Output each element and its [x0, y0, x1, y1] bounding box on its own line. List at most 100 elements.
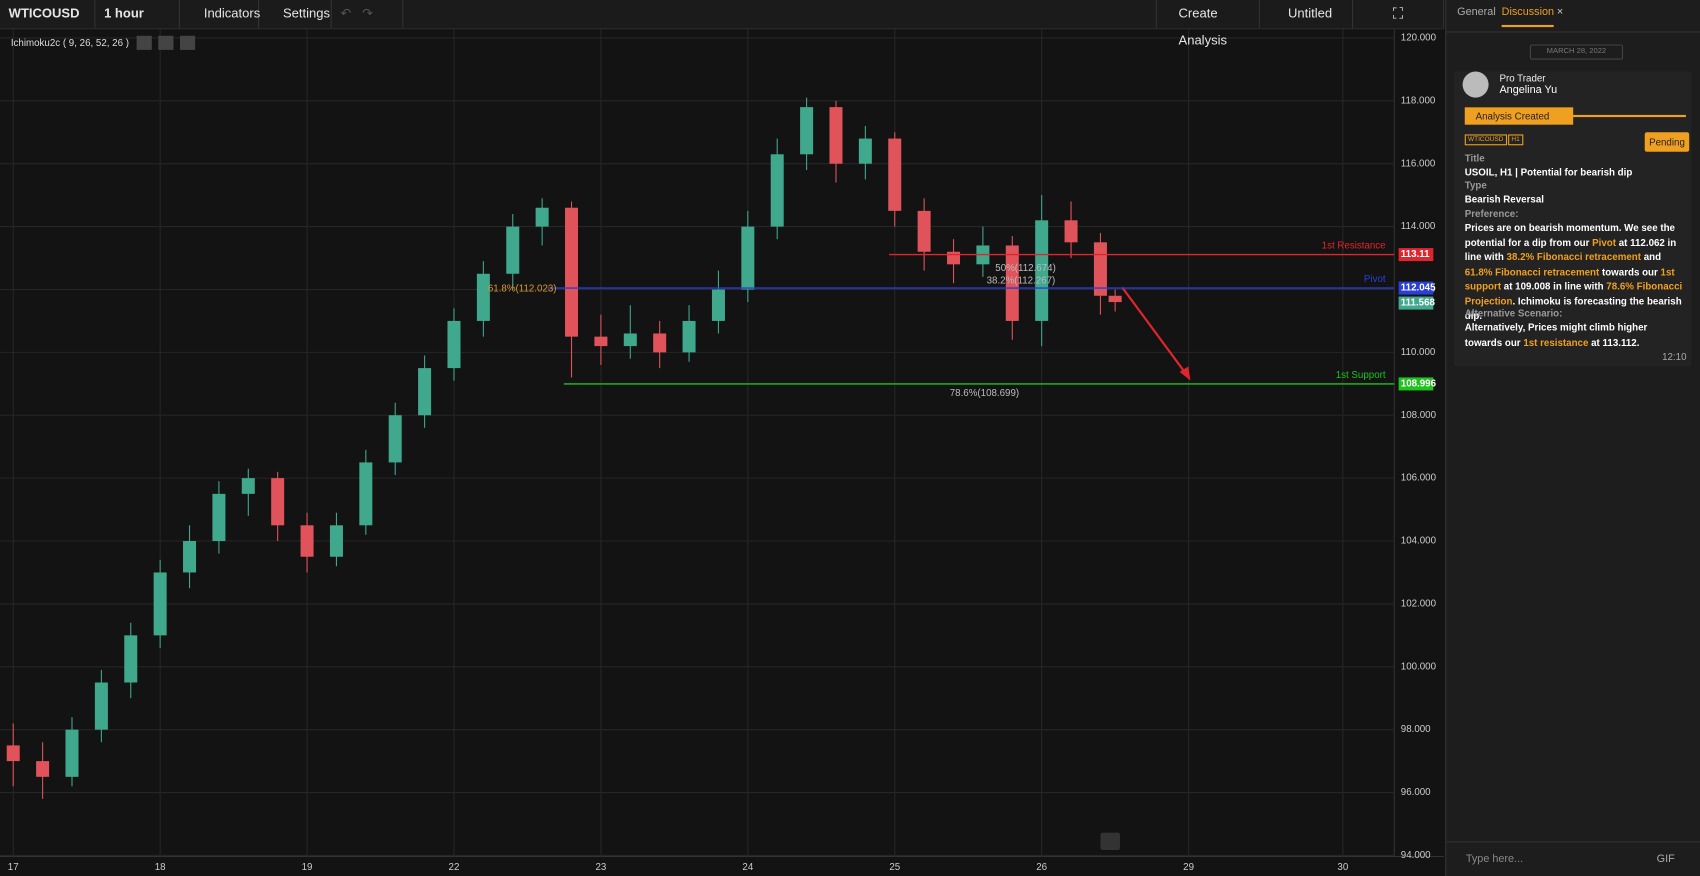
text: and [1641, 251, 1662, 263]
candle-body [1005, 245, 1019, 321]
candle-body [682, 320, 696, 353]
message-card: Pro Trader Angelina Yu Analysis Created … [1453, 71, 1692, 367]
candle-body [653, 333, 667, 353]
forecast-arrow [1121, 286, 1187, 375]
candle-body [535, 207, 549, 227]
price-tag [1398, 296, 1434, 310]
candle-body [1064, 220, 1078, 243]
x-tick-label: 22 [449, 862, 460, 873]
divider [1446, 31, 1700, 33]
indicators-button[interactable]: Indicators [180, 0, 260, 29]
gif-button[interactable]: GIF [1656, 853, 1675, 866]
candle-body [212, 493, 226, 542]
preference-text: Prices are on bearish momentum. We see t… [1465, 221, 1686, 323]
price-tag [1398, 248, 1434, 262]
text: Prices are on bearish momentum. We see t… [1464, 222, 1675, 248]
highlight-text: 78.6% Fibonacci Projection [1464, 280, 1683, 307]
x-tick-label: 29 [1183, 862, 1194, 873]
x-tick-label: 24 [742, 862, 753, 873]
eye-button[interactable] [136, 35, 152, 50]
x-tick-label: 19 [302, 862, 313, 873]
y-tick-label: 96.000 [1401, 787, 1431, 798]
y-tick-label: 108.000 [1401, 410, 1437, 421]
candle-body [36, 761, 50, 777]
text: at 109.008 in line with [1501, 280, 1607, 292]
candle-body [1108, 295, 1122, 303]
title: USOIL, H1 | Potential for bearish dip [1464, 166, 1633, 178]
candle-body [594, 336, 608, 347]
fib-label: 78.6%(108.699) [950, 388, 1019, 399]
avatar [1462, 71, 1489, 98]
price-tag-label: 113.11 [1401, 249, 1430, 260]
settings-button[interactable]: Settings [259, 0, 332, 29]
text: at 112.062 in line with [1464, 236, 1677, 263]
highlight-text: 1st resistance [1523, 336, 1589, 348]
y-tick-label: 110.000 [1401, 347, 1436, 358]
candle-body [506, 226, 520, 274]
y-tick-label: 98.000 [1401, 724, 1431, 735]
message-input[interactable]: Type here... [1465, 853, 1524, 866]
candle-body [476, 273, 490, 321]
candle-body [829, 107, 843, 164]
candle-body [711, 289, 725, 321]
text: towards our [1599, 266, 1661, 278]
tab[interactable]: Discussion [1501, 7, 1555, 28]
date-chip: MARCH 28, 2022 [1529, 44, 1624, 60]
fullscreen-button[interactable]: ⛶ [1353, 0, 1445, 29]
toolbar: WTICOUSD 1 hour Indicators Settings ↶ ↷ … [0, 0, 1445, 48]
level-name: Pivot [1364, 274, 1386, 285]
candle-body [153, 572, 167, 636]
fib-label: 50%(112.674) [995, 263, 1056, 274]
candle-body [329, 525, 343, 557]
y-tick-label: 94.000 [1401, 850, 1431, 861]
level-name: 1st Resistance [1322, 240, 1386, 251]
candle-body [800, 107, 814, 155]
y-tick-label: 114.000 [1401, 221, 1436, 232]
y-tick-label: 102.000 [1401, 598, 1437, 609]
x-tick-label: 23 [595, 862, 606, 873]
text: . Ichimoku is forecasting the bearish di… [1464, 295, 1682, 321]
create-analysis-button[interactable]: Create Analysis [1155, 0, 1260, 48]
candle-body [1093, 242, 1107, 296]
author: Angelina Yu [1499, 84, 1558, 97]
candles [6, 97, 1122, 799]
text: at 113.112. [1588, 336, 1640, 348]
field-label: Title [1464, 152, 1485, 164]
candle-body [183, 541, 197, 573]
close-tab[interactable]: × [1556, 6, 1564, 19]
interval-select[interactable]: 1 hour [95, 0, 180, 29]
x-tick-label: 30 [1337, 862, 1348, 873]
tag: WTICOUSD [1464, 134, 1507, 146]
candle-body [447, 320, 461, 369]
y-tick-label: 116.000 [1401, 158, 1436, 169]
delete-button[interactable] [179, 35, 196, 50]
y-tick-label: 120.000 [1401, 33, 1437, 44]
alternative-text: Alternatively, Prices might climb higher… [1465, 321, 1686, 350]
y-tick-label: 118.000 [1401, 95, 1436, 106]
level-name: 1st Support [1336, 370, 1386, 381]
symbol[interactable]: WTICOUSD [0, 0, 96, 29]
tag: H1 [1508, 134, 1523, 146]
divider [1446, 841, 1700, 843]
x-tick-label: 26 [1036, 862, 1047, 873]
status-banner: Analysis Created [1464, 107, 1574, 125]
role: Pro Trader [1499, 72, 1546, 84]
file-select[interactable]: Untitled [1260, 0, 1354, 29]
tab[interactable]: General [1457, 6, 1496, 19]
candle-body [917, 210, 931, 252]
gear-button[interactable] [158, 35, 174, 50]
status-button[interactable]: Pending [1644, 132, 1690, 152]
undo-redo[interactable]: ↶ ↷ [332, 0, 404, 29]
candle-body [124, 635, 138, 683]
fib-label: 61.8%(112.023) [488, 283, 557, 294]
candle-body [6, 745, 20, 762]
candle-body [94, 682, 108, 730]
highlight-text: 1st support [1464, 266, 1675, 292]
candle-body [65, 729, 79, 777]
price-tag-label: 111.568 [1401, 298, 1436, 309]
price-tag [1398, 281, 1434, 295]
candle-body [241, 478, 255, 494]
y-tick-label: 100.000 [1401, 661, 1437, 672]
idea-button[interactable] [1100, 832, 1120, 851]
